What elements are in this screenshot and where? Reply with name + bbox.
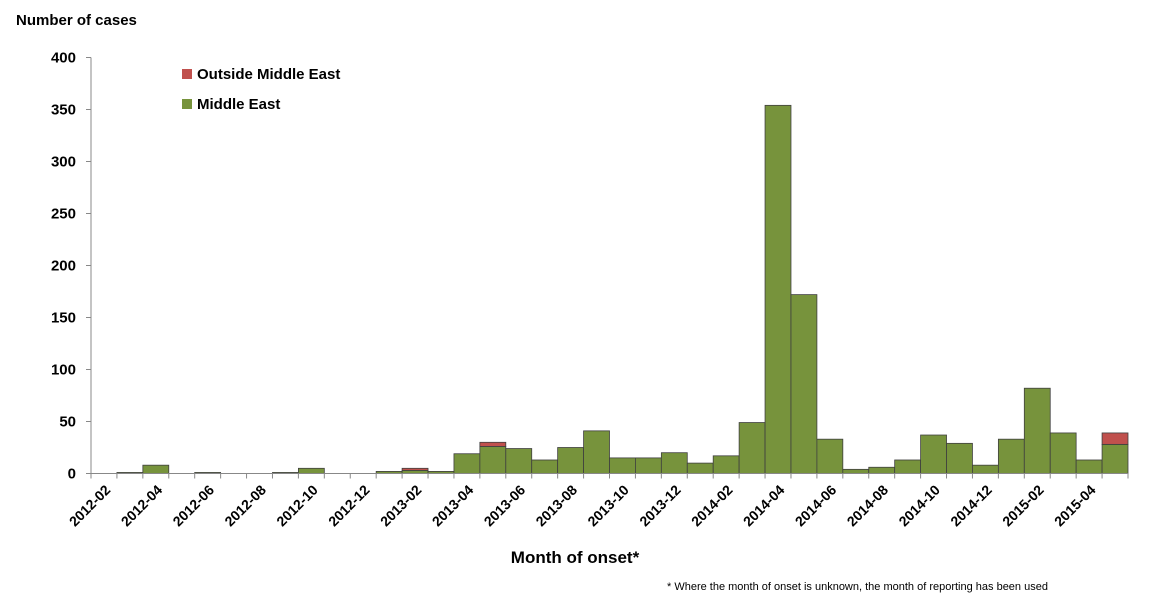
- bar-middle-east-2012-04: [142, 464, 170, 474]
- bar-middle-east-2013-04: [453, 453, 481, 474]
- bar-middle-east-2014-03: [738, 422, 766, 474]
- bar-middle-east-2013-09: [583, 430, 610, 474]
- bar-middle-east-2014-02: [712, 455, 740, 474]
- legend: Outside Middle East Middle East: [182, 66, 340, 113]
- x-tick-label: 2014-10: [895, 482, 943, 530]
- bar-middle-east-2013-12: [660, 452, 688, 474]
- bar-middle-east-2014-04: [764, 104, 792, 474]
- x-tick-label: 2015-04: [1051, 482, 1099, 530]
- x-tick-label: 2013-04: [429, 482, 477, 530]
- x-tick-label: 2012-10: [273, 482, 321, 530]
- bar-middle-east-2014-07: [842, 468, 870, 474]
- x-tick-label: 2014-06: [792, 482, 840, 530]
- x-tick-label: 2013-06: [481, 482, 529, 530]
- x-tick-label: 2013-10: [584, 482, 632, 530]
- x-tick-label: 2014-02: [688, 482, 736, 530]
- bar-middle-east-2013-05: [479, 446, 507, 474]
- x-tick-label: 2014-08: [844, 482, 892, 530]
- y-tick-label: 200: [51, 258, 76, 275]
- x-tick-label: 2013-08: [532, 482, 580, 530]
- x-tick-label: 2012-04: [118, 482, 166, 530]
- bar-middle-east-2013-06: [505, 448, 533, 474]
- bar-middle-east-2013-11: [635, 457, 662, 474]
- bar-outside-middle-east-2013-02: [401, 467, 429, 471]
- legend-label-middle-east: Middle East: [197, 96, 280, 113]
- bar-middle-east-2014-09: [894, 459, 921, 474]
- x-tick-label: 2012-12: [325, 482, 373, 530]
- bar-middle-east-2014-10: [920, 434, 947, 474]
- bar-middle-east-2014-08: [868, 466, 896, 474]
- legend-label-outside-middle-east: Outside Middle East: [197, 66, 340, 83]
- bar-outside-middle-east-2015-05: [1101, 432, 1129, 445]
- y-tick-label: 400: [51, 50, 76, 67]
- bar-middle-east-2014-06: [816, 438, 844, 474]
- y-tick-label: 300: [51, 154, 76, 171]
- legend-swatch-outside-middle-east: [182, 69, 192, 79]
- footnote: * Where the month of onset is unknown, t…: [667, 581, 1048, 593]
- x-tick-label: 2012-06: [169, 482, 217, 530]
- bar-middle-east-2015-05: [1101, 443, 1129, 474]
- x-tick-label: 2015-02: [999, 482, 1047, 530]
- x-tick-label: 2013-12: [636, 482, 684, 530]
- bar-middle-east-2014-05: [790, 294, 818, 474]
- bar-middle-east-2014-11: [946, 442, 973, 474]
- bars: [116, 104, 1129, 474]
- y-tick-label: 250: [51, 206, 76, 223]
- bar-outside-middle-east-2013-05: [479, 441, 507, 447]
- bar-middle-east-2014-12: [972, 464, 999, 474]
- bar-middle-east-2013-10: [609, 457, 636, 474]
- y-tick-label: 0: [68, 466, 76, 483]
- x-tick-label: 2014-04: [740, 482, 788, 530]
- y-tick-label: 150: [51, 310, 76, 327]
- y-axis: 0 50 100 150 200 250 300 350 400: [51, 50, 92, 483]
- y-tick-label: 100: [51, 362, 76, 379]
- x-tick-label: 2012-02: [66, 482, 114, 530]
- bar-middle-east-2014-01: [686, 462, 714, 474]
- x-tick-label: 2012-08: [221, 482, 269, 530]
- bar-middle-east-2015-03: [1049, 432, 1077, 474]
- x-tick-label: 2014-12: [947, 482, 995, 530]
- x-tick-label: 2013-02: [377, 482, 425, 530]
- bar-middle-east-2015-04: [1075, 459, 1103, 474]
- y-axis-label: Number of cases: [16, 12, 137, 29]
- bar-middle-east-2012-10: [297, 467, 325, 474]
- legend-swatch-middle-east: [182, 99, 192, 109]
- bar-middle-east-2013-08: [557, 447, 584, 474]
- bar-middle-east-2015-01: [997, 438, 1025, 474]
- bar-middle-east-2015-02: [1023, 387, 1051, 474]
- y-tick-label: 350: [51, 102, 76, 119]
- x-axis-label: Month of onset*: [511, 548, 640, 567]
- bar-middle-east-2013-07: [531, 459, 559, 474]
- y-tick-label: 50: [59, 414, 76, 431]
- x-axis: 2012-02 2012-04 2012-06 2012-08 2012-10 2012-…: [66, 473, 1129, 530]
